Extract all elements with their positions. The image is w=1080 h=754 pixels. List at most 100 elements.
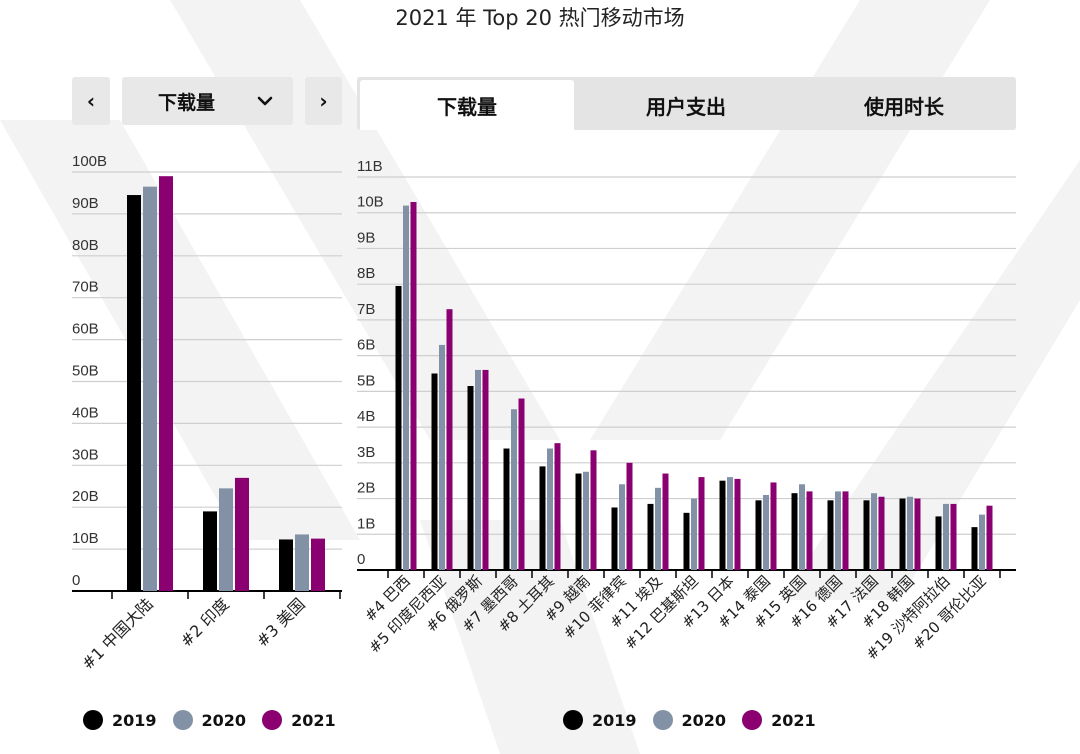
y-tick-label: 10B	[72, 530, 99, 547]
legend-item-2020: 2020	[172, 710, 246, 730]
legend-swatch	[652, 710, 673, 730]
legend-swatch	[563, 710, 583, 730]
bar-2019	[467, 386, 474, 570]
legend-swatch	[83, 710, 103, 730]
bar-2021	[878, 496, 885, 570]
bar-2019	[899, 498, 906, 570]
bar-2019	[203, 511, 217, 591]
y-tick-label: 100B	[72, 153, 107, 170]
bar-2020	[907, 496, 913, 570]
legend-left: 2019 2020 2021	[83, 710, 352, 730]
bar-2019	[539, 466, 546, 570]
y-tick-label: 9B	[357, 229, 375, 246]
y-tick-label: 90B	[72, 195, 99, 212]
y-tick-label: 10B	[357, 194, 384, 211]
legend-swatch	[262, 710, 283, 730]
bar-2019	[431, 373, 438, 570]
bar-2019	[575, 473, 582, 570]
legend-swatch	[742, 710, 763, 730]
bar-2019	[683, 512, 690, 570]
bar-2020	[871, 493, 877, 570]
bar-2020	[219, 488, 233, 591]
bar-2019	[503, 448, 510, 570]
bar-2020	[799, 484, 805, 570]
bar-2019	[127, 195, 141, 592]
bar-2020	[979, 514, 985, 570]
bar-2020	[475, 369, 481, 570]
bar-2021	[159, 176, 173, 591]
bar-2021	[698, 477, 705, 570]
tab-bar: 下载量 用户支出 使用时长	[357, 77, 1016, 130]
metric-dropdown[interactable]: 下载量	[122, 77, 293, 125]
bar-2019	[935, 516, 942, 570]
bar-2020	[619, 484, 625, 570]
legend-right: 2019 2020 2021	[563, 710, 832, 730]
bar-2019	[395, 285, 402, 570]
bar-2021	[590, 450, 597, 570]
legend-item-2019: 2019	[83, 710, 157, 730]
bar-2019	[647, 503, 654, 570]
y-tick-label: 40B	[72, 404, 99, 421]
bar-2021	[482, 369, 489, 570]
bar-2020	[403, 205, 409, 570]
chevron-left-icon: ‹	[86, 89, 96, 113]
bar-2020	[835, 491, 841, 570]
page-title: 2021 年 Top 20 热门移动市场	[395, 6, 685, 30]
dropdown-label: 下载量	[158, 91, 216, 114]
tab-downloads[interactable]: 下载量	[360, 80, 574, 130]
y-tick-label: 4B	[357, 408, 375, 425]
bar-2021	[734, 478, 741, 570]
y-tick-label: 11B	[357, 158, 383, 175]
bar-2021	[446, 309, 453, 570]
legend-item-2021: 2021	[262, 710, 336, 730]
bar-2020	[547, 448, 553, 570]
bar-2020	[511, 409, 517, 570]
y-tick-label: 80B	[72, 237, 99, 254]
bar-2021	[410, 202, 417, 570]
y-tick-label: 7B	[357, 301, 375, 318]
legend-item-2019: 2019	[563, 710, 637, 730]
bar-2020	[143, 186, 157, 592]
y-tick-label: 20B	[72, 488, 99, 505]
y-tick-label: 1B	[357, 515, 375, 532]
chevron-down-icon	[257, 96, 273, 106]
bar-2019	[279, 539, 293, 591]
y-tick-label: 3B	[357, 444, 375, 461]
chevron-right-icon: ›	[319, 89, 328, 113]
prev-button[interactable]: ‹	[72, 77, 110, 125]
bar-2021	[842, 491, 849, 570]
bar-2019	[827, 500, 834, 570]
bar-2020	[295, 534, 309, 591]
bar-2021	[554, 443, 561, 570]
y-tick-label: 6B	[357, 337, 375, 354]
y-tick-label: 70B	[72, 279, 99, 296]
bar-2020	[691, 498, 697, 570]
bar-2021	[914, 498, 921, 570]
y-tick-label: 50B	[72, 363, 99, 380]
bar-2021	[235, 477, 249, 591]
bar-2020	[727, 477, 733, 570]
bar-2021	[770, 482, 777, 570]
bar-2019	[971, 527, 978, 570]
bar-2019	[791, 493, 798, 570]
bar-2021	[986, 505, 993, 570]
y-tick-label: 8B	[357, 265, 375, 282]
legend-item-2020: 2020	[652, 710, 726, 730]
bar-2021	[311, 538, 325, 591]
bar-2021	[626, 462, 633, 570]
bar-2020	[439, 344, 445, 570]
bar-2020	[583, 471, 589, 570]
y-tick-label: 5B	[357, 372, 375, 389]
y-tick-label: 30B	[72, 446, 99, 463]
tab-usage-time[interactable]: 使用时长	[864, 94, 944, 119]
bar-2021	[806, 491, 813, 570]
next-button[interactable]: ›	[305, 77, 342, 125]
legend-item-2021: 2021	[742, 710, 816, 730]
y-tick-label: 60B	[72, 321, 99, 338]
bar-2019	[863, 500, 870, 570]
bar-2021	[662, 473, 669, 570]
bar-2020	[943, 503, 949, 570]
tab-user-spend[interactable]: 用户支出	[646, 94, 726, 119]
